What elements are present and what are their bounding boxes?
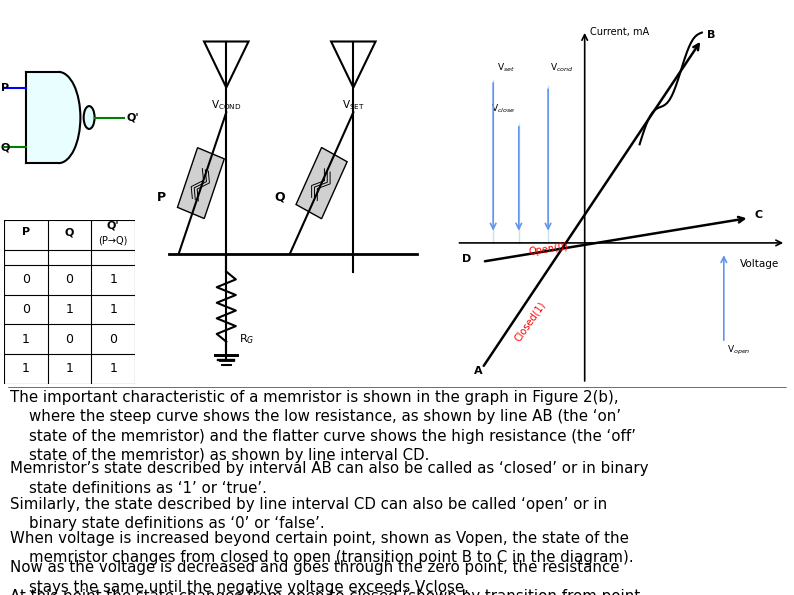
Text: Q': Q' bbox=[126, 112, 139, 123]
Text: V$_{close}$: V$_{close}$ bbox=[491, 102, 515, 115]
Text: At this point the state changes from open to closed (shown by transition from po: At this point the state changes from ope… bbox=[10, 589, 640, 595]
Text: V$_{cond}$: V$_{cond}$ bbox=[550, 62, 573, 74]
Text: B: B bbox=[707, 30, 715, 40]
Text: (P→Q): (P→Q) bbox=[98, 236, 128, 245]
Circle shape bbox=[83, 106, 94, 129]
Text: When voltage is increased beyond certain point, shown as Vopen, the state of the: When voltage is increased beyond certain… bbox=[10, 531, 633, 565]
Text: 1: 1 bbox=[66, 362, 73, 375]
Text: V$_{set}$: V$_{set}$ bbox=[497, 62, 515, 74]
Text: The important characteristic of a memristor is shown in the graph in Figure 2(b): The important characteristic of a memris… bbox=[10, 390, 635, 464]
Text: 0: 0 bbox=[65, 273, 74, 286]
Text: Q': Q' bbox=[107, 221, 119, 230]
Polygon shape bbox=[25, 72, 80, 163]
Text: V$_{\rm SET}$: V$_{\rm SET}$ bbox=[342, 98, 364, 112]
Text: 1: 1 bbox=[110, 273, 117, 286]
Text: A: A bbox=[474, 367, 483, 377]
Text: V$_{open}$: V$_{open}$ bbox=[727, 344, 751, 357]
Text: P: P bbox=[156, 191, 165, 204]
Polygon shape bbox=[296, 148, 347, 219]
Text: Voltage: Voltage bbox=[739, 259, 779, 268]
Text: Current, mA: Current, mA bbox=[590, 27, 649, 37]
Text: 0: 0 bbox=[109, 333, 118, 346]
Text: P: P bbox=[1, 83, 9, 93]
Text: Q: Q bbox=[274, 191, 284, 204]
Text: 1: 1 bbox=[22, 362, 29, 375]
Text: Q: Q bbox=[1, 142, 10, 152]
Text: V$_{\rm COND}$: V$_{\rm COND}$ bbox=[211, 98, 241, 112]
Text: 1: 1 bbox=[110, 362, 117, 375]
Text: Similarly, the state described by line interval CD can also be called ‘open’ or : Similarly, the state described by line i… bbox=[10, 497, 607, 531]
Text: Q: Q bbox=[65, 227, 74, 237]
Text: 1: 1 bbox=[110, 303, 117, 316]
Text: 0: 0 bbox=[65, 333, 74, 346]
Text: Open(0): Open(0) bbox=[528, 242, 569, 257]
Text: 1: 1 bbox=[66, 303, 73, 316]
Text: Now as the voltage is decreased and goes through the zero point, the resistance
: Now as the voltage is decreased and goes… bbox=[10, 560, 619, 595]
Text: Memristor’s state described by interval AB can also be called as ‘closed’ or in : Memristor’s state described by interval … bbox=[10, 461, 648, 496]
Text: 0: 0 bbox=[21, 303, 30, 316]
Polygon shape bbox=[178, 148, 224, 218]
Text: P: P bbox=[21, 227, 30, 237]
Text: 0: 0 bbox=[21, 273, 30, 286]
Text: D: D bbox=[462, 253, 471, 264]
Text: C: C bbox=[755, 210, 763, 220]
Text: R$_G$: R$_G$ bbox=[239, 333, 254, 346]
Text: 1: 1 bbox=[22, 333, 29, 346]
Text: Closed(1): Closed(1) bbox=[512, 299, 547, 343]
